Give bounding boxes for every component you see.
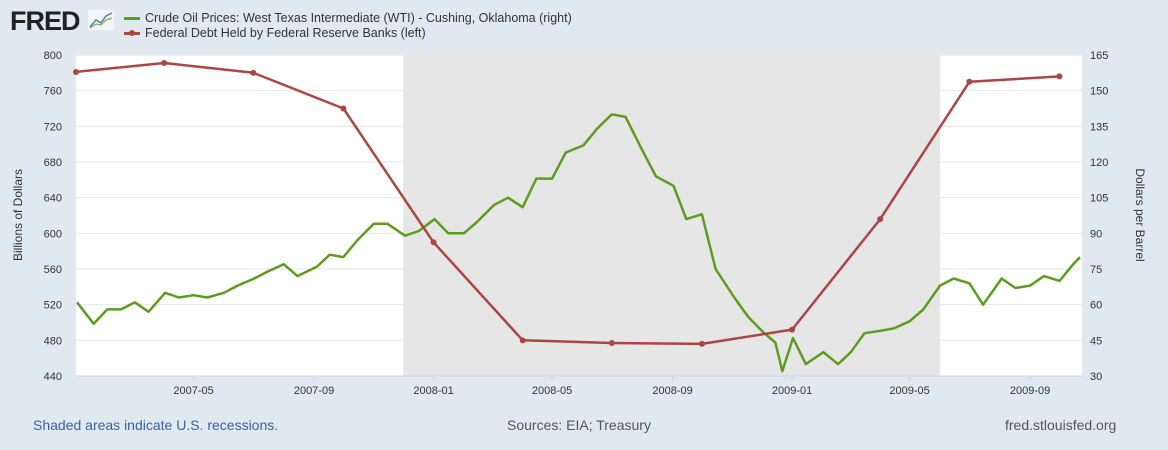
recession-shading <box>403 55 940 376</box>
right-axis-label: Dollars per Barrel <box>1133 168 1147 261</box>
x-tick-label: 2009-01 <box>772 385 812 397</box>
sources-text: Sources: EIA; Treasury <box>507 417 651 433</box>
right-tick-label: 75 <box>1090 264 1102 276</box>
left-axis-label: Billions of Dollars <box>11 169 25 261</box>
legend-label: Crude Oil Prices: West Texas Intermediat… <box>145 11 572 25</box>
fred-chart-icon <box>88 10 114 30</box>
legend-item-fed-debt[interactable]: Federal Debt Held by Federal Reserve Ban… <box>124 26 572 41</box>
wti-price-line <box>76 113 1081 373</box>
fed-debt-point <box>73 68 79 75</box>
left-tick-label: 600 <box>44 228 62 240</box>
left-tick-label: 440 <box>44 371 62 383</box>
fred-logo[interactable]: FRED <box>10 6 80 36</box>
left-tick-label: 480 <box>44 335 62 347</box>
x-tick-label: 2007-09 <box>294 385 334 397</box>
legend-swatch-red <box>124 30 140 36</box>
right-tick-label: 120 <box>1090 157 1108 169</box>
left-tick-label: 520 <box>44 300 62 312</box>
fed-debt-point <box>1056 73 1063 80</box>
fed-debt-point <box>608 340 615 347</box>
fed-debt-point <box>519 337 526 344</box>
chart-legend: Crude Oil Prices: West Texas Intermediat… <box>124 11 572 41</box>
recession-note-link[interactable]: Shaded areas indicate U.S. recessions. <box>33 417 279 433</box>
x-tick-label: 2009-09 <box>1010 385 1050 397</box>
left-tick-label: 760 <box>44 86 62 98</box>
left-tick-label: 720 <box>44 121 62 133</box>
x-tick-label: 2008-01 <box>413 385 453 397</box>
fed-debt-point <box>698 340 705 347</box>
site-link[interactable]: fred.stlouisfed.org <box>1005 417 1117 433</box>
fed-debt-point <box>430 239 437 246</box>
legend-label: Federal Debt Held by Federal Reserve Ban… <box>145 26 426 40</box>
right-tick-label: 165 <box>1090 50 1108 62</box>
right-tick-label: 90 <box>1090 228 1102 240</box>
left-tick-label: 800 <box>44 50 62 62</box>
x-tick-label: 2009-05 <box>889 385 929 397</box>
left-tick-label: 560 <box>44 264 62 276</box>
fed-debt-point <box>966 78 973 85</box>
left-tick-label: 640 <box>44 193 62 205</box>
x-tick-label: 2008-09 <box>652 385 692 397</box>
right-tick-label: 45 <box>1090 335 1102 347</box>
left-tick-label: 680 <box>44 157 62 169</box>
fed-debt-point <box>250 69 257 76</box>
legend-swatch-green <box>124 17 140 20</box>
fed-debt-point <box>877 216 884 223</box>
right-tick-label: 150 <box>1090 86 1108 98</box>
fed-debt-point <box>789 326 796 333</box>
right-tick-label: 60 <box>1090 300 1102 312</box>
right-tick-label: 105 <box>1090 193 1108 205</box>
chart-svg: 440 480 520 560 600 640 680 720 760 800 30 45 60 75 90… <box>11 50 1147 397</box>
legend-item-wti[interactable]: Crude Oil Prices: West Texas Intermediat… <box>124 11 572 26</box>
right-tick-label: 30 <box>1090 371 1102 383</box>
right-tick-label: 135 <box>1090 121 1108 133</box>
fed-debt-point <box>340 105 347 112</box>
fed-debt-line <box>75 61 1060 346</box>
fed-debt-point <box>161 60 168 67</box>
x-tick-label: 2008-05 <box>532 385 572 397</box>
x-tick-label: 2007-05 <box>173 385 213 397</box>
